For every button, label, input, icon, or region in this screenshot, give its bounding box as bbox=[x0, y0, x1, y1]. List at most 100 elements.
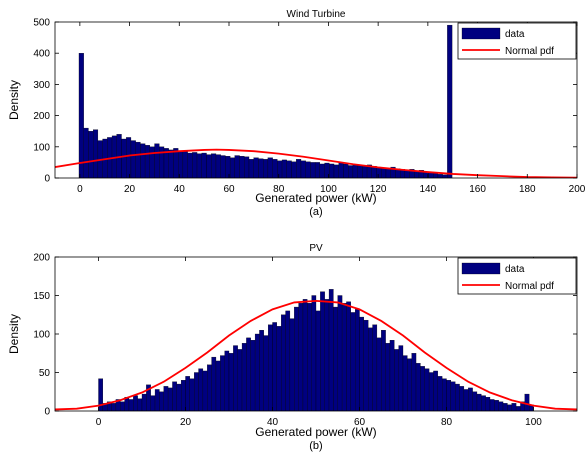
legend-label-data: data bbox=[505, 264, 525, 275]
histogram-bar bbox=[368, 327, 373, 411]
histogram-bar bbox=[133, 395, 138, 411]
histogram-bar bbox=[298, 303, 304, 411]
histogram-bar bbox=[258, 158, 264, 178]
histogram-bar bbox=[362, 165, 368, 178]
histogram-bar bbox=[468, 387, 473, 411]
y-tick-label: 50 bbox=[39, 368, 51, 379]
histogram-bar bbox=[389, 340, 395, 411]
histogram-bar bbox=[83, 127, 89, 178]
histogram-bar bbox=[354, 309, 360, 411]
histogram-bar bbox=[337, 295, 343, 411]
histogram-bar bbox=[346, 301, 351, 411]
histogram-bar bbox=[385, 343, 391, 411]
histogram-bar bbox=[315, 310, 321, 411]
histogram-bar bbox=[311, 295, 317, 411]
x-tick-label: 20 bbox=[124, 184, 136, 195]
y-axis-label: Density bbox=[7, 80, 21, 120]
histogram-bar bbox=[424, 368, 430, 411]
histogram-bar bbox=[414, 170, 420, 178]
histogram-bar bbox=[319, 163, 325, 178]
histogram-bar bbox=[211, 356, 217, 411]
normal-pdf-curve bbox=[55, 148, 577, 178]
histogram-bar bbox=[281, 314, 286, 411]
legend: data Normal pdf bbox=[457, 22, 577, 60]
y-tick-label: 200 bbox=[33, 111, 50, 122]
histogram-bar bbox=[130, 140, 136, 178]
histogram-bar bbox=[338, 162, 344, 178]
pv-chart: 0 20 40 60 80 100 0 50 100 150 200 PV Generated powe… bbox=[7, 243, 578, 452]
histogram-bar bbox=[149, 146, 155, 178]
x-tick-label: 0 bbox=[77, 184, 83, 195]
histogram-bar bbox=[420, 366, 425, 411]
histogram-bar bbox=[225, 156, 231, 178]
histogram-bar bbox=[224, 350, 230, 411]
histogram-bar bbox=[481, 395, 486, 411]
histogram-bar bbox=[159, 391, 164, 411]
histogram-bar bbox=[126, 137, 132, 178]
histogram-bar bbox=[328, 289, 334, 411]
histogram-bar bbox=[507, 404, 512, 411]
legend-swatch-data bbox=[461, 27, 501, 40]
histogram-bar bbox=[128, 399, 134, 411]
x-tick-label: 100 bbox=[320, 184, 337, 195]
histogram-bar bbox=[220, 355, 225, 411]
histogram-bar bbox=[185, 376, 190, 411]
histogram-bar bbox=[515, 406, 521, 411]
histogram-bar bbox=[394, 349, 399, 411]
histogram-bar bbox=[494, 400, 499, 411]
chart-title: Wind Turbine bbox=[287, 9, 346, 20]
histogram-bar bbox=[372, 324, 378, 411]
histogram-bar bbox=[267, 324, 273, 411]
histogram-bar bbox=[244, 156, 250, 178]
x-tick-label: 60 bbox=[354, 417, 366, 428]
histogram-bar bbox=[314, 162, 321, 178]
histogram-bar bbox=[296, 159, 302, 178]
x-tick-label: 100 bbox=[525, 417, 542, 428]
histogram-bar bbox=[428, 372, 434, 411]
legend-swatch-data bbox=[461, 262, 501, 275]
histogram-bar bbox=[324, 299, 330, 411]
histogram-bar bbox=[329, 163, 335, 178]
histogram-bar bbox=[168, 149, 174, 178]
y-tick-label: 200 bbox=[33, 253, 50, 264]
histogram-bar bbox=[363, 319, 369, 411]
histogram-bar bbox=[182, 151, 188, 178]
y-tick-label: 150 bbox=[33, 291, 50, 302]
histogram-bar bbox=[263, 159, 269, 178]
histogram-bar bbox=[489, 399, 495, 411]
x-tick-label: 40 bbox=[267, 417, 279, 428]
x-tick-label: 200 bbox=[569, 184, 586, 195]
histogram-bar bbox=[98, 378, 103, 411]
subfigure-caption: (b) bbox=[309, 440, 322, 452]
histogram-bar bbox=[272, 159, 278, 178]
histogram-bar bbox=[415, 363, 421, 411]
legend-label-data: data bbox=[505, 29, 525, 40]
histogram-bar bbox=[320, 291, 325, 411]
histogram-bar bbox=[433, 370, 438, 411]
histogram-bar bbox=[357, 165, 363, 178]
histogram-bar bbox=[173, 148, 179, 178]
x-tick-label: 40 bbox=[174, 184, 186, 195]
histogram-bar bbox=[253, 157, 259, 178]
histogram-bar bbox=[485, 396, 491, 411]
histogram-bar bbox=[154, 143, 160, 178]
histogram-bar bbox=[215, 154, 221, 178]
histogram-bar bbox=[498, 401, 504, 411]
histogram-bar bbox=[381, 167, 387, 178]
histogram-bar bbox=[281, 159, 287, 178]
histogram-bar bbox=[472, 391, 478, 411]
histogram-bar bbox=[446, 380, 451, 411]
y-tick-label: 0 bbox=[44, 407, 50, 418]
histogram-bar bbox=[78, 53, 84, 178]
histogram-bar bbox=[437, 174, 443, 178]
histogram-bar bbox=[93, 129, 99, 178]
histogram-bar bbox=[352, 164, 358, 178]
x-axis-label: Generated power (kW) bbox=[255, 425, 376, 439]
chart-title: PV bbox=[309, 243, 323, 254]
histogram-bar bbox=[350, 312, 356, 411]
histogram-bar bbox=[234, 155, 240, 178]
histogram-bar bbox=[407, 358, 412, 411]
histogram-bar bbox=[502, 403, 508, 411]
y-tick-label: 0 bbox=[44, 174, 50, 185]
